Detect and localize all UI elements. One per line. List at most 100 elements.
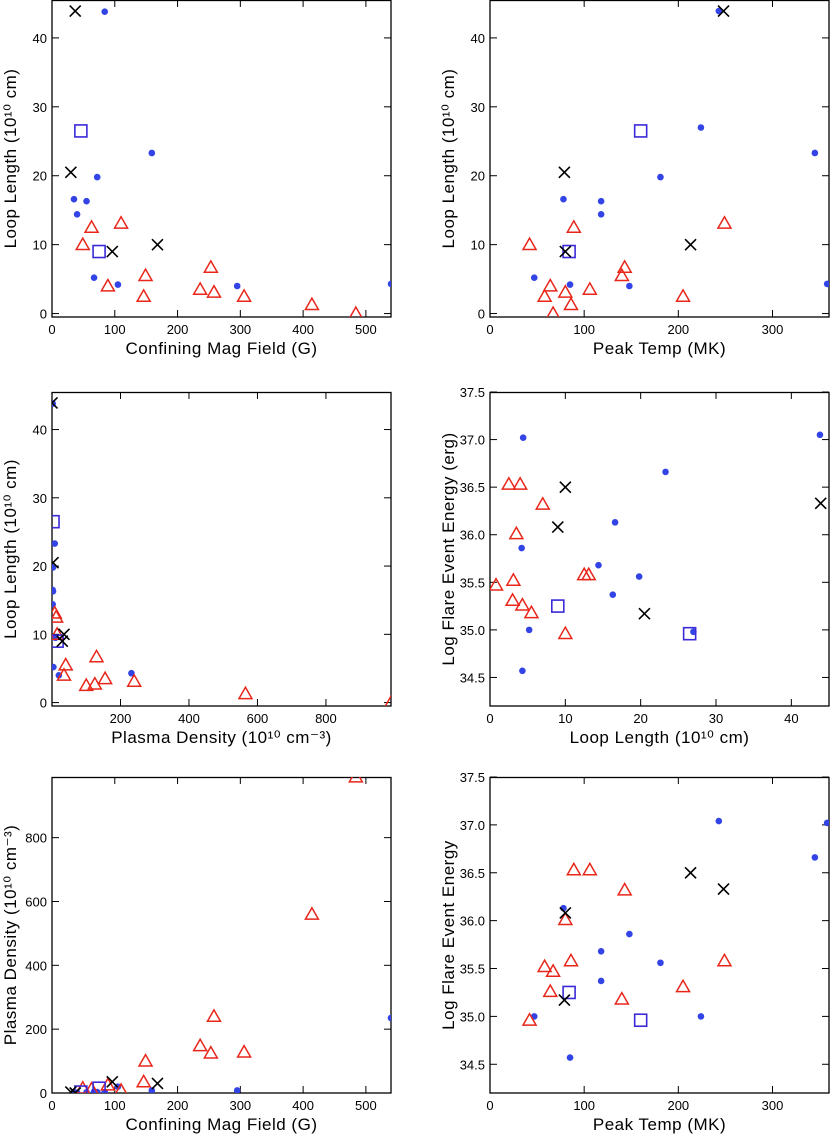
data-markers bbox=[490, 431, 827, 675]
panel-3: 200 400 600 800 0 10 20 30 40 Plasma Density (10¹… bbox=[1, 391, 392, 747]
dot-point bbox=[52, 663, 57, 671]
triangle-point bbox=[57, 657, 74, 671]
y-axis-title: Plasma Density (10¹⁰ cm⁻³) bbox=[1, 825, 20, 1046]
cross-point bbox=[559, 481, 572, 494]
plot-frame bbox=[489, 0, 830, 318]
triangle-point bbox=[137, 267, 154, 282]
plot-frame bbox=[51, 0, 392, 318]
triangle-point bbox=[542, 983, 559, 998]
x-axis-title: Peak Temp (MK) bbox=[593, 1115, 726, 1134]
dot-point bbox=[518, 544, 525, 552]
dot-point bbox=[626, 930, 633, 938]
square-point bbox=[550, 599, 565, 613]
triangle-point bbox=[614, 991, 630, 1005]
triangle-point bbox=[100, 1077, 116, 1091]
y-tick-label: 36.0 bbox=[460, 528, 485, 543]
triangle-point bbox=[203, 1045, 219, 1059]
y-tick-label: 200 bbox=[25, 1022, 47, 1037]
triangle-point bbox=[557, 911, 574, 926]
x-tick-label: 500 bbox=[355, 322, 377, 337]
y-tick-label: 40 bbox=[471, 31, 485, 46]
square-point bbox=[633, 1013, 648, 1028]
y-tick-label: 36.5 bbox=[460, 480, 485, 495]
dot-point bbox=[566, 1054, 574, 1061]
dot-point bbox=[715, 817, 723, 825]
dot-point bbox=[525, 626, 533, 634]
dot-point bbox=[626, 282, 633, 290]
dot-point bbox=[697, 1013, 705, 1020]
dot-point bbox=[387, 1014, 391, 1022]
panel-1: 0 100 200 300 400 500 0 10 20 30 40 Confining Mag F… bbox=[1, 0, 392, 358]
x-tick-label: 40 bbox=[784, 711, 798, 726]
dot-point bbox=[597, 211, 605, 218]
square-point bbox=[92, 244, 106, 259]
triangle-point bbox=[512, 476, 528, 490]
triangle-point bbox=[349, 305, 363, 317]
triangle-point bbox=[716, 952, 733, 967]
dot-point bbox=[611, 519, 619, 526]
x-tick-label: 0 bbox=[486, 1098, 493, 1113]
dot-point bbox=[715, 7, 723, 15]
square-point bbox=[682, 626, 697, 641]
y-tick-label: 40 bbox=[33, 423, 47, 438]
y-axis-title: Loop Length (10¹⁰ cm) bbox=[1, 459, 20, 639]
triangle-point bbox=[582, 861, 598, 876]
dot-point bbox=[823, 280, 829, 288]
triangle-point bbox=[304, 906, 320, 920]
cross-point bbox=[64, 1085, 77, 1093]
data-markers bbox=[64, 777, 391, 1093]
cross-point bbox=[52, 396, 59, 409]
triangle-point bbox=[557, 284, 574, 298]
dot-point bbox=[519, 434, 527, 441]
triangle-point bbox=[384, 694, 391, 706]
dot-point bbox=[635, 573, 643, 580]
y-tick-label: 35.0 bbox=[460, 1009, 485, 1024]
x-tick-label: 400 bbox=[178, 711, 200, 726]
dot-point bbox=[566, 281, 574, 288]
dot-point bbox=[560, 195, 567, 203]
triangle-point bbox=[192, 1037, 208, 1052]
dot-point bbox=[101, 8, 109, 16]
x-tick-label: 10 bbox=[558, 711, 572, 726]
cross-point bbox=[69, 1086, 82, 1093]
y-tick-label: 0 bbox=[40, 1086, 47, 1101]
triangle-point bbox=[75, 1080, 91, 1093]
y-tick-label: 34.5 bbox=[460, 1057, 485, 1072]
triangle-point bbox=[490, 577, 504, 591]
dot-point bbox=[387, 280, 391, 288]
triangle-point bbox=[536, 288, 553, 302]
dot-point bbox=[597, 197, 605, 205]
panel-6: 0 100 200 300 34.5 35.0 35.5 36.0 36.5 37.0 37.5 Pe… bbox=[439, 770, 830, 1134]
cross-point bbox=[684, 238, 697, 251]
dot-point bbox=[519, 667, 526, 675]
x-tick-label: 300 bbox=[762, 1098, 784, 1113]
y-axis-title: Log Flare Event Energy bbox=[439, 840, 458, 1030]
triangle-point bbox=[546, 305, 560, 317]
triangle-point bbox=[52, 626, 65, 640]
triangle-point bbox=[100, 277, 116, 292]
triangle-point bbox=[52, 605, 63, 619]
panel-2: 0 100 200 300 0 10 20 30 40 Peak Temp (MK) Loop Le… bbox=[439, 0, 830, 358]
y-tick-label: 10 bbox=[33, 238, 47, 253]
triangle-point bbox=[545, 963, 561, 978]
square-point bbox=[562, 244, 576, 259]
x-tick-label: 0 bbox=[48, 1098, 55, 1113]
cross-point bbox=[69, 4, 82, 18]
triangle-point bbox=[115, 1082, 128, 1093]
x-tick-label: 300 bbox=[762, 322, 784, 337]
cross-point bbox=[106, 1075, 119, 1088]
y-tick-label: 600 bbox=[25, 894, 47, 909]
triangle-point bbox=[237, 685, 254, 700]
dot-point bbox=[90, 274, 98, 282]
triangle-point bbox=[203, 259, 219, 274]
data-markers bbox=[521, 817, 829, 1061]
dot-point bbox=[73, 211, 81, 218]
y-tick-label: 30 bbox=[471, 100, 485, 115]
y-tick-label: 10 bbox=[471, 238, 485, 253]
y-tick-label: 35.0 bbox=[460, 623, 485, 638]
panel-4: 0 10 20 30 40 34.5 35.0 35.5 36.0 36.5 37.0 37.5 Loo… bbox=[439, 385, 830, 747]
triangle-point bbox=[52, 609, 64, 623]
triangle-point bbox=[508, 525, 525, 540]
data-markers bbox=[521, 4, 829, 317]
x-tick-label: 400 bbox=[292, 1098, 314, 1113]
